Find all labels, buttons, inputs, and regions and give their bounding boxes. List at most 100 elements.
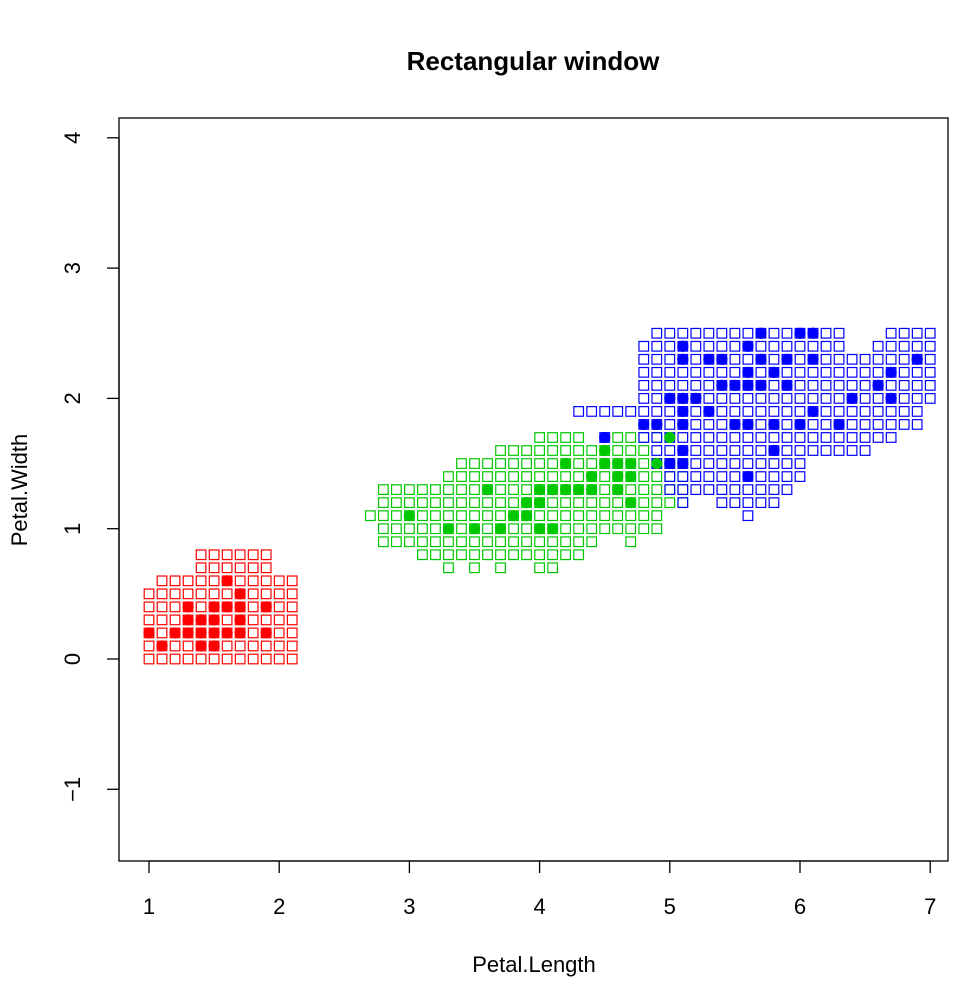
window-cell <box>807 366 819 378</box>
window-cell <box>208 588 220 600</box>
window-cell <box>534 471 545 482</box>
window-cell <box>586 458 598 469</box>
data-point <box>742 366 754 378</box>
window-cell <box>456 536 467 548</box>
window-cell <box>768 406 780 417</box>
window-cell <box>755 419 767 430</box>
data-point <box>234 588 246 600</box>
window-cell <box>612 497 624 509</box>
window-cell <box>716 366 728 378</box>
window-cell <box>195 601 207 613</box>
window-cell <box>846 419 858 430</box>
x-axis: 1 2 3 4 5 6 7 <box>143 860 936 919</box>
window-cell <box>195 562 207 574</box>
window-cell <box>208 653 220 665</box>
window-cell <box>898 393 910 404</box>
window-cell <box>443 497 454 509</box>
window-cell <box>638 393 650 404</box>
data-point <box>534 484 546 496</box>
window-cell <box>456 497 467 509</box>
data-point <box>234 627 246 639</box>
window-cell <box>911 379 923 391</box>
window-cell <box>924 340 936 352</box>
window-cell <box>169 575 181 587</box>
window-cell <box>169 601 181 613</box>
window-cell <box>599 406 611 417</box>
window-cell <box>273 601 285 613</box>
data-point <box>781 379 793 391</box>
y-tick-label: 1 <box>60 523 85 535</box>
window-cell <box>768 353 780 365</box>
window-cell <box>221 653 233 665</box>
window-cell <box>638 458 650 469</box>
data-point <box>677 353 689 365</box>
window-cell <box>247 614 259 626</box>
window-cell <box>443 536 454 548</box>
window-cell <box>390 484 402 496</box>
window-cell <box>898 406 910 417</box>
window-cell <box>729 353 741 365</box>
window-cell <box>625 523 637 535</box>
window-cell <box>495 445 506 456</box>
window-cell <box>521 523 532 535</box>
data-point <box>195 640 207 652</box>
data-point <box>481 484 494 496</box>
window-cell <box>469 484 480 496</box>
window-cell <box>547 432 559 443</box>
window-cell <box>273 588 285 600</box>
window-cell <box>807 340 819 352</box>
window-cell <box>885 379 897 391</box>
data-point <box>677 457 689 470</box>
window-cell <box>273 614 285 626</box>
window-cell <box>482 471 493 482</box>
window-cell <box>664 340 676 352</box>
data-point <box>520 510 533 522</box>
data-point <box>807 405 819 418</box>
window-cell <box>651 445 663 456</box>
window-cell <box>547 458 559 469</box>
window-cell <box>234 549 246 561</box>
data-point <box>625 497 637 509</box>
data-point <box>573 484 585 496</box>
window-cell <box>417 484 428 496</box>
data-point <box>807 353 819 365</box>
window-cell <box>846 406 858 417</box>
window-cell <box>846 366 858 378</box>
window-cell <box>755 445 767 456</box>
window-cell <box>599 523 611 535</box>
window-cell <box>390 497 402 509</box>
window-cell <box>390 536 402 548</box>
window-cell <box>430 536 441 548</box>
window-cell <box>651 432 663 443</box>
window-cell <box>521 549 532 561</box>
data-point <box>586 484 598 496</box>
window-cell <box>156 588 168 600</box>
window-cell <box>755 366 767 378</box>
window-cell <box>833 340 845 352</box>
window-cell <box>690 458 702 469</box>
window-cell <box>885 353 897 365</box>
window-cell <box>703 445 715 456</box>
window-cell <box>430 549 441 561</box>
window-cell <box>495 484 506 496</box>
window-cell <box>534 445 545 456</box>
window-cell <box>872 353 884 365</box>
window-cell <box>221 549 233 561</box>
window-cell <box>182 640 194 652</box>
window-cell <box>260 549 272 561</box>
window-cell <box>846 353 858 365</box>
data-point <box>520 497 533 509</box>
data-point <box>599 444 611 457</box>
window-cell <box>651 406 663 417</box>
window-cell <box>482 497 493 509</box>
window-cell <box>742 432 754 443</box>
window-cell <box>508 445 519 456</box>
window-cell <box>703 458 715 469</box>
window-cell <box>143 614 155 626</box>
window-cell <box>846 432 858 443</box>
window-cell <box>729 432 741 443</box>
window-cell <box>573 536 585 548</box>
window-cell <box>390 523 402 535</box>
window-cell <box>625 432 637 443</box>
